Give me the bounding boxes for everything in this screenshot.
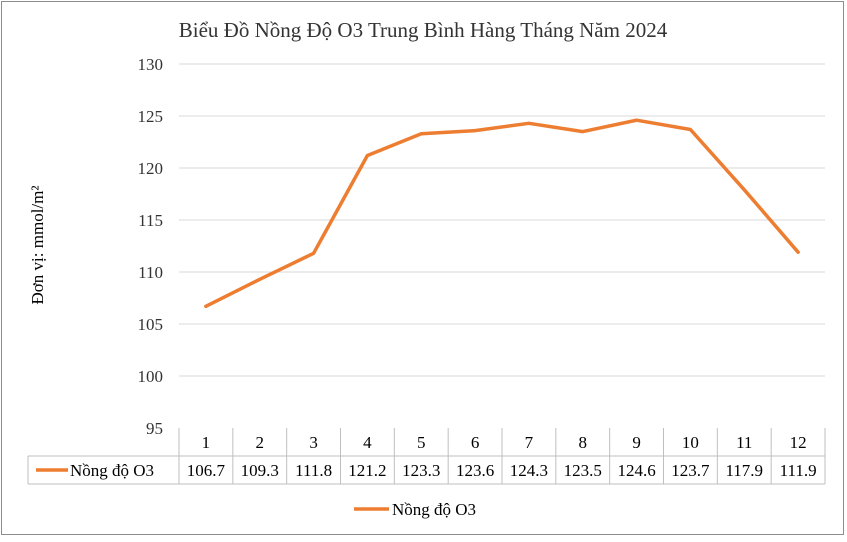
y-tick-label: 130 [138,55,164,74]
series-line-nong-do-o3 [204,118,800,309]
data-point [365,154,369,158]
y-tick-label: 125 [138,107,164,126]
table-value-cell: 123.6 [456,461,494,480]
table-series-name: Nồng độ O3 [70,461,154,480]
data-point [258,277,262,281]
y-tick-label: 115 [138,211,163,230]
data-point [688,128,692,132]
table-value-cell: 109.3 [241,461,279,480]
data-table: 1 106.7 2 109.3 3 111.8 4 121.2 5 123.3 6 123.6 7 124… [27,428,826,485]
y-tick-label: 105 [138,315,164,334]
x-category-label: 2 [256,433,265,452]
data-point [635,118,639,122]
y-tick-label: 100 [138,367,164,386]
gridlines [179,63,825,377]
x-category-label: 6 [471,433,480,452]
table-value-cell: 124.3 [510,461,548,480]
table-value-cell: 111.8 [295,461,332,480]
x-category-label: 11 [736,433,752,452]
x-category-label: 7 [525,433,534,452]
data-point [204,304,208,308]
table-value-cell: 117.9 [725,461,763,480]
table-value-cell: 123.7 [671,461,710,480]
y-tick-label: 95 [146,419,163,438]
x-category-label: 5 [417,433,426,452]
data-point [581,130,585,134]
table-value-cell: 124.6 [617,461,655,480]
x-category-label: 1 [202,433,211,452]
table-value-cell: 111.9 [780,461,817,480]
y-tick-label: 120 [138,159,164,178]
data-point [473,129,477,133]
table-value-cell: 123.5 [564,461,602,480]
x-category-label: 3 [309,433,318,452]
data-point [419,132,423,136]
y-axis-ticks: 95 100 105 110 115 120 125 130 [138,55,164,438]
data-point [796,250,800,254]
data-point [312,251,316,255]
legend-label: Nồng độ O3 [392,500,476,519]
chart-title: Biểu Đồ Nồng Độ O3 Trung Bình Hàng Tháng… [179,18,668,42]
table-value-cell: 121.2 [348,461,386,480]
x-category-label: 8 [579,433,588,452]
data-point [742,188,746,192]
y-axis-label: Đơn vị: mmol/m² [28,186,47,305]
table-value-cell: 106.7 [187,461,226,480]
x-category-label: 10 [682,433,699,452]
x-category-label: 9 [632,433,641,452]
y-tick-label: 110 [138,263,163,282]
x-category-label: 4 [363,433,372,452]
series-layer [204,118,800,309]
x-category-label: 12 [790,433,807,452]
legend: Nồng độ O3 [354,500,476,519]
table-value-cell: 123.3 [402,461,440,480]
data-point [527,121,531,125]
